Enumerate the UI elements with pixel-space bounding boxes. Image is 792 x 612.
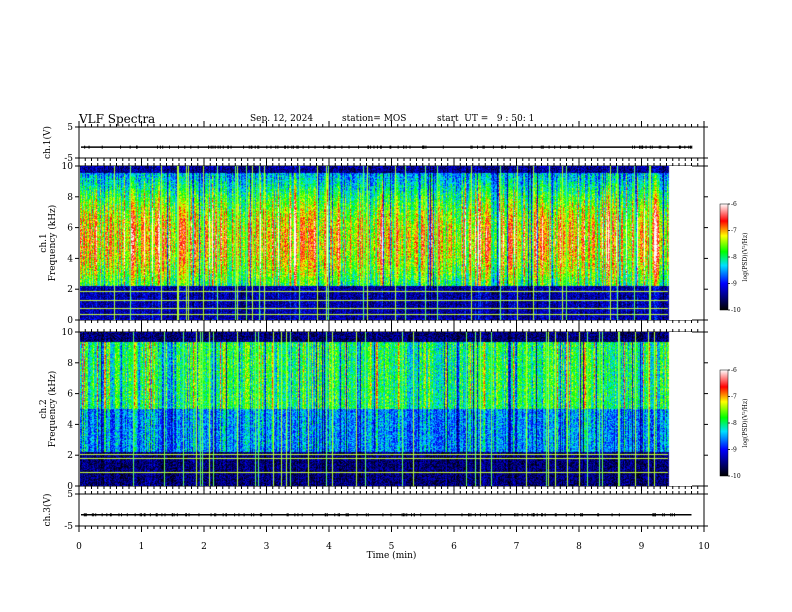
ch1-spectrogram-ytick-label: 2	[67, 285, 73, 295]
ch2-spectrogram-colorbar	[720, 370, 728, 476]
xtick-label: 7	[514, 542, 520, 552]
xaxis-label: Time (min)	[367, 550, 417, 561]
ch2-spectrogram-ylabel: Frequency (kHz)	[47, 371, 58, 448]
xtick-label: 6	[451, 542, 457, 552]
ch2-spectrogram-colorbar-ticklabel: -9	[731, 447, 737, 454]
xtick-label: 0	[76, 542, 82, 552]
ch2-spectrogram-colorbar-ticklabel: -6	[731, 367, 737, 374]
ch1-spectrogram-image	[80, 166, 692, 320]
ch1-voltage-ylabel: ch.1(V)	[42, 126, 53, 159]
ch3-voltage-ytick-label: 5	[67, 490, 73, 500]
ch3-voltage-ytick-label: -5	[64, 522, 73, 532]
ch1-spectrogram-colorbar-ticklabel: -10	[731, 307, 741, 314]
ch1-spectrogram-ylabel: Frequency (kHz)	[47, 205, 58, 282]
xtick-label: 8	[576, 542, 582, 552]
ch2-spectrogram-colorbar-ticklabel: -8	[731, 420, 737, 427]
ch3-voltage-frame	[79, 494, 704, 526]
ch1-spectrogram-ytick-label: 0	[67, 316, 73, 326]
xtick-label: 2	[201, 542, 207, 552]
ch1-voltage-frame	[79, 127, 704, 158]
xtick-label: 4	[326, 542, 332, 552]
ch1-spectrogram-colorbar-ticklabel: -9	[731, 281, 737, 288]
ch2-spectrogram-colorbar-ticklabel: -10	[731, 473, 741, 480]
ch3-voltage-ylabel: ch.3(V)	[42, 494, 53, 527]
xtick-label: 1	[139, 542, 145, 552]
ch2-spectrogram-ytick-label: 4	[67, 420, 73, 430]
ch2-spectrogram-image	[80, 332, 692, 486]
xtick-label: 10	[698, 542, 710, 552]
ch1-spectrogram-colorbar-ticklabel: -7	[731, 228, 737, 235]
ch2-spectrogram-colorbar-ticklabel: -7	[731, 394, 737, 401]
ch1-spectrogram-ytick-label: 8	[67, 193, 73, 203]
ch2-spectrogram-ytick-label: 8	[67, 359, 73, 369]
ch1-spectrogram-colorbar	[720, 204, 728, 310]
ch1-spectrogram-ytick-label: 10	[62, 162, 74, 172]
ch1-spectrogram-ytick-label: 4	[67, 254, 73, 264]
ch2-spectrogram-colorbar-label: log(PSD)(V²/Hz)	[742, 399, 749, 448]
ch1-spectrogram-colorbar-label: log(PSD)(V²/Hz)	[742, 233, 749, 282]
ch2-spectrogram-ytick-label: 6	[67, 390, 73, 400]
ch2-spectrogram-ytick-label: 2	[67, 451, 73, 461]
xtick-label: 9	[639, 542, 645, 552]
ch2-spectrogram-ytick-label: 10	[62, 328, 74, 338]
ch1-spectrogram-ytick-label: 6	[67, 224, 73, 234]
ch1-spectrogram-colorbar-ticklabel: -6	[731, 201, 737, 208]
ch1-voltage-ytick-label: 5	[67, 123, 73, 133]
ch1-spectrogram-colorbar-ticklabel: -8	[731, 254, 737, 261]
xtick-label: 3	[264, 542, 270, 552]
